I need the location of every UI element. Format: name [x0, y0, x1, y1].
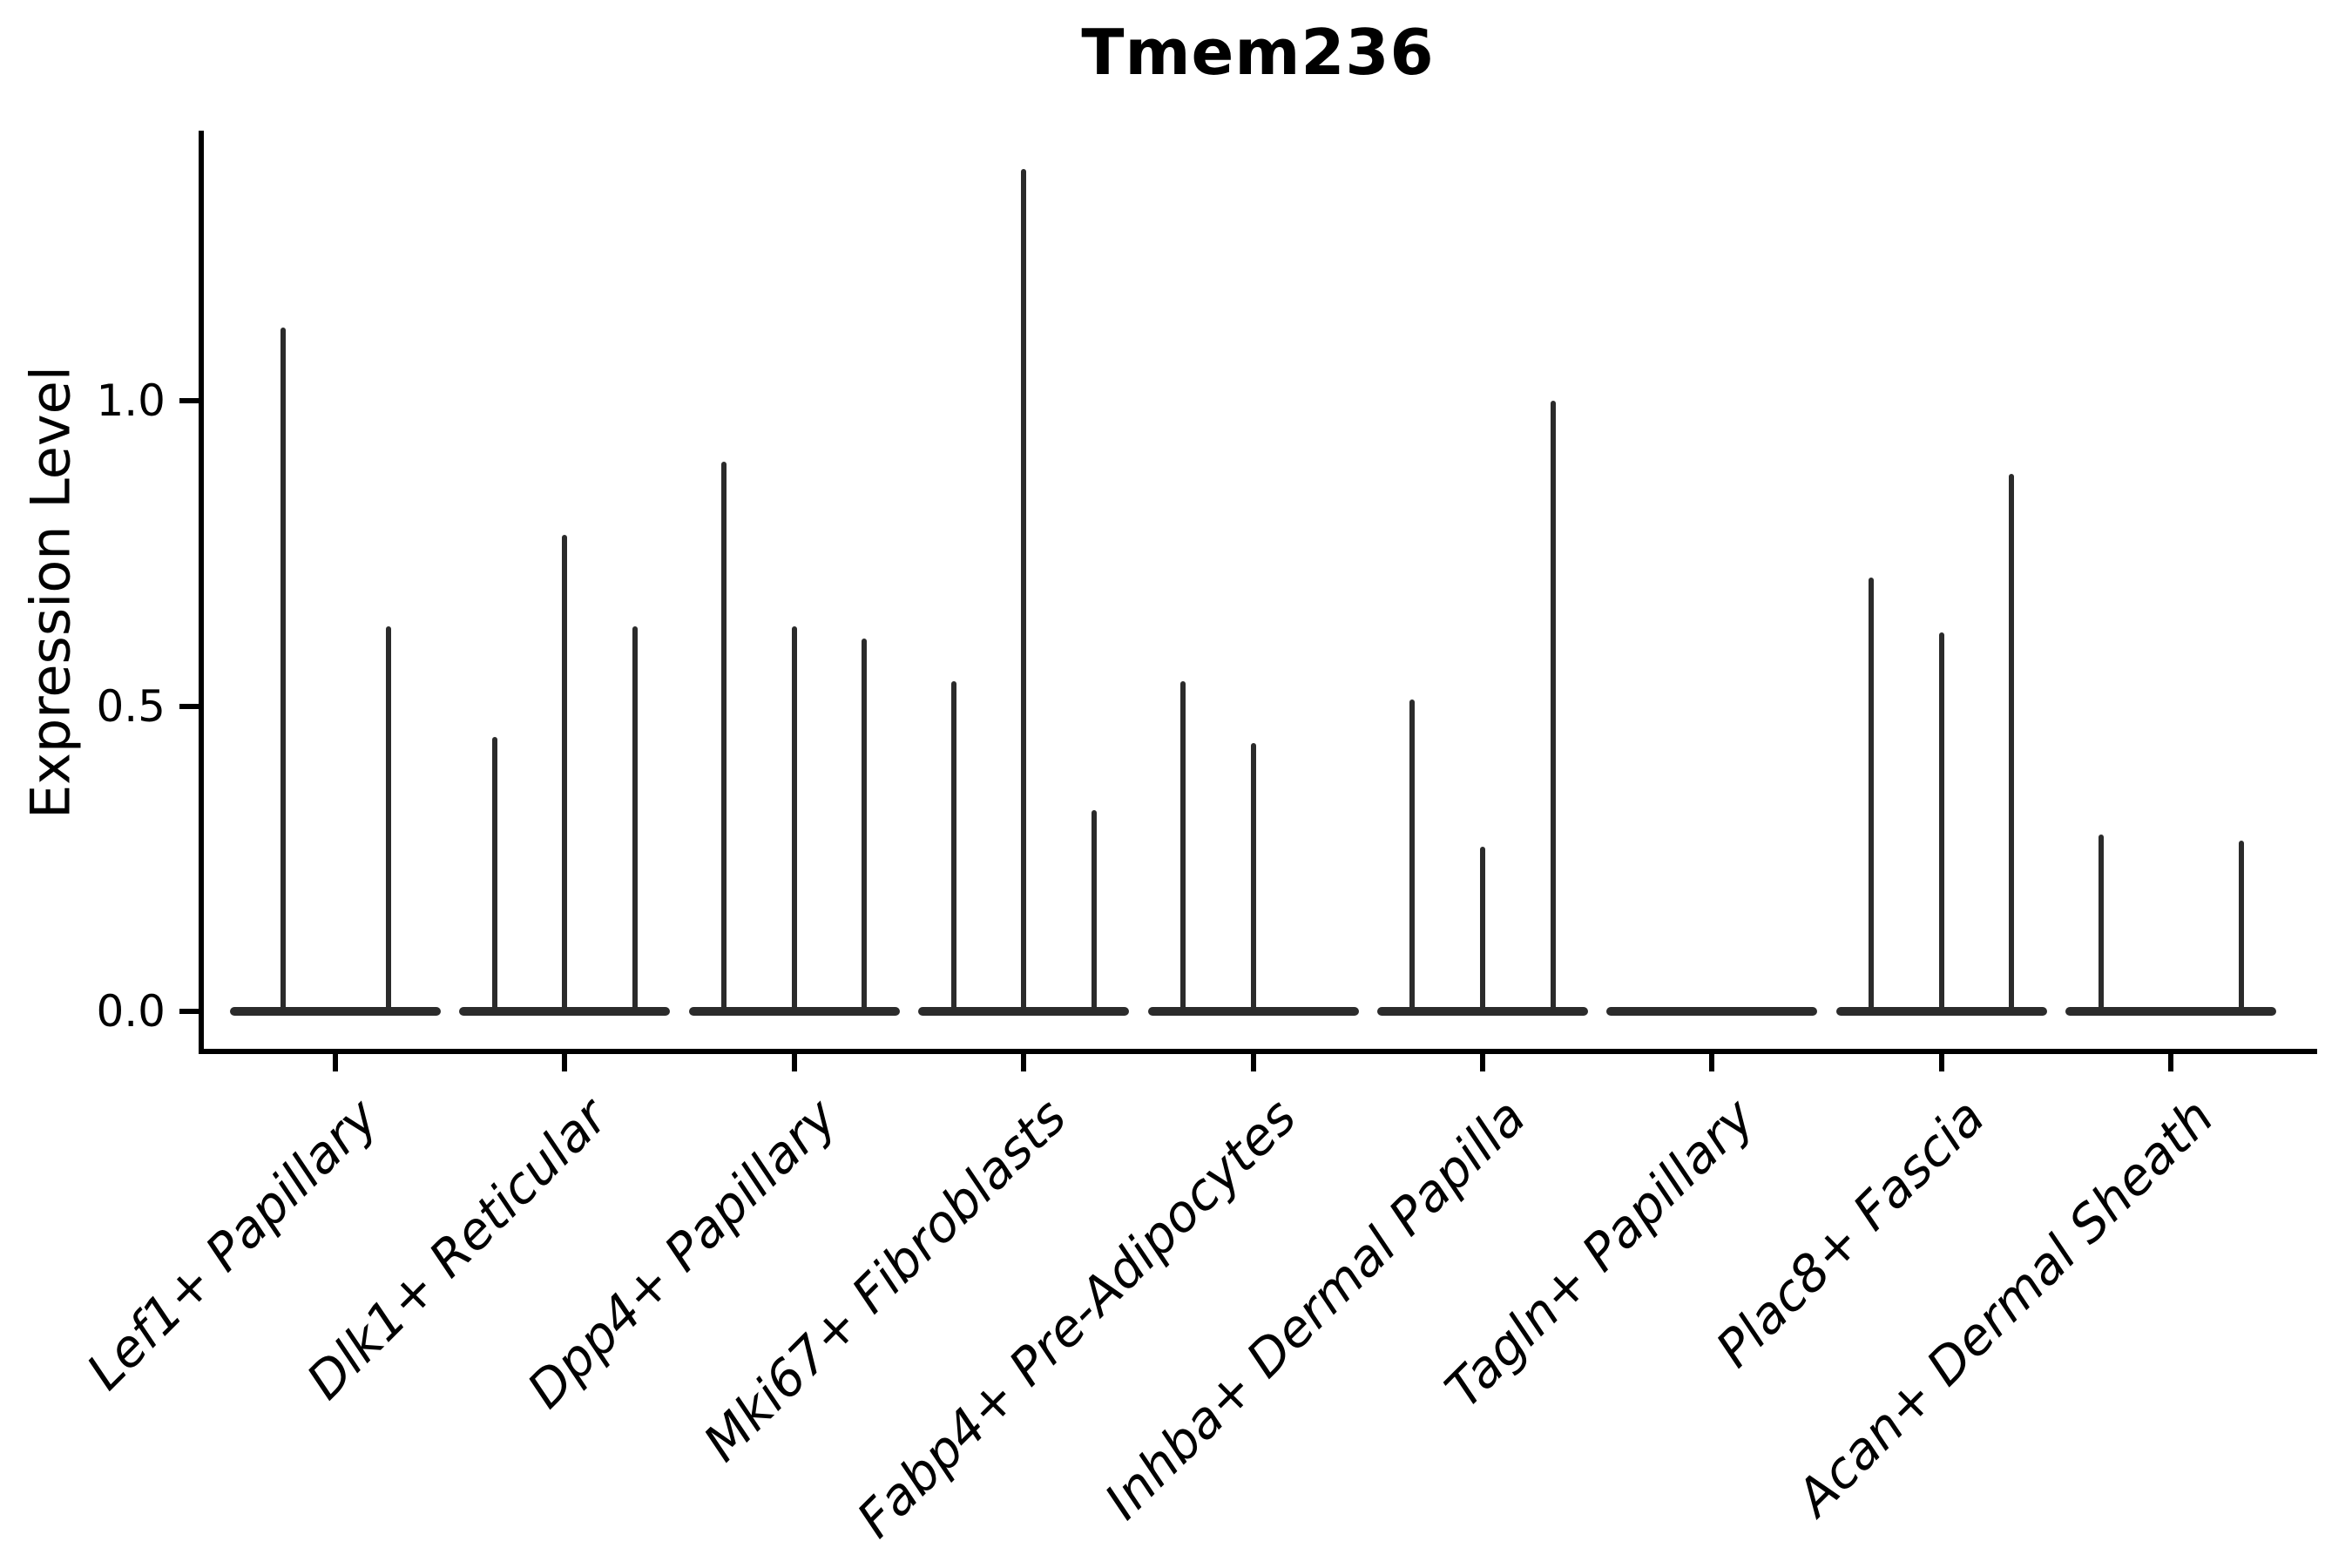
- violin-spike: [1409, 700, 1416, 1011]
- violin-spike: [1938, 632, 1944, 1011]
- violin-body: [688, 1007, 900, 1016]
- violin-spike: [1869, 578, 1875, 1011]
- x-tick-mark: [1250, 1054, 1256, 1071]
- violin-spike: [1250, 742, 1256, 1011]
- violin-body: [1606, 1007, 1818, 1016]
- violin-spike: [1480, 846, 1485, 1011]
- x-tick-label: Inhba+ Dermal Papilla: [1092, 1087, 1538, 1531]
- violin-spike: [1091, 809, 1097, 1011]
- violin-spike: [632, 626, 639, 1011]
- x-tick-mark: [2168, 1054, 2174, 1071]
- x-tick-label: Fabp4+ Pre-Adipocytes: [845, 1087, 1308, 1550]
- y-tick-label: 1.0: [96, 375, 166, 426]
- violin-body: [1835, 1007, 2047, 1016]
- y-tick-label: 0.5: [96, 680, 166, 732]
- violin-spike: [721, 462, 727, 1011]
- violin-body: [230, 1007, 441, 1016]
- y-axis-label: Expression Level: [18, 366, 83, 819]
- violin-spike: [2098, 834, 2104, 1011]
- violin-spike: [562, 535, 568, 1011]
- violin-spike: [862, 639, 868, 1011]
- x-tick-mark: [333, 1054, 338, 1071]
- violin-spike: [280, 327, 286, 1011]
- violin-spike: [1550, 401, 1556, 1011]
- violin-body: [1147, 1007, 1359, 1016]
- violin-spike: [1179, 681, 1186, 1011]
- plot-area: [199, 131, 2317, 1054]
- violin-spike: [491, 736, 497, 1011]
- x-tick-mark: [791, 1054, 797, 1071]
- violin-spike: [2009, 474, 2015, 1011]
- chart-title: Tmem236: [1081, 16, 1435, 89]
- violin-spike: [950, 681, 956, 1011]
- y-tick-label: 0.0: [96, 986, 166, 1037]
- x-tick-mark: [1021, 1054, 1027, 1071]
- x-tick-mark: [562, 1054, 568, 1071]
- violin-body: [918, 1007, 1130, 1016]
- violin-spike: [2238, 840, 2244, 1011]
- violin-body: [2065, 1007, 2277, 1016]
- x-tick-mark: [1709, 1054, 1715, 1071]
- x-tick-mark: [1938, 1054, 1944, 1071]
- violin-spike: [1021, 168, 1027, 1011]
- violin-spike: [791, 626, 797, 1011]
- violin-body: [459, 1007, 671, 1016]
- x-tick-mark: [1480, 1054, 1485, 1071]
- x-tick-label: Acan+ Dermal Sheath: [1785, 1087, 2226, 1527]
- violin-spike: [385, 626, 391, 1011]
- y-tick-mark: [179, 703, 199, 709]
- y-tick-mark: [179, 1009, 199, 1014]
- y-tick-mark: [179, 398, 199, 403]
- violin-body: [1377, 1007, 1588, 1016]
